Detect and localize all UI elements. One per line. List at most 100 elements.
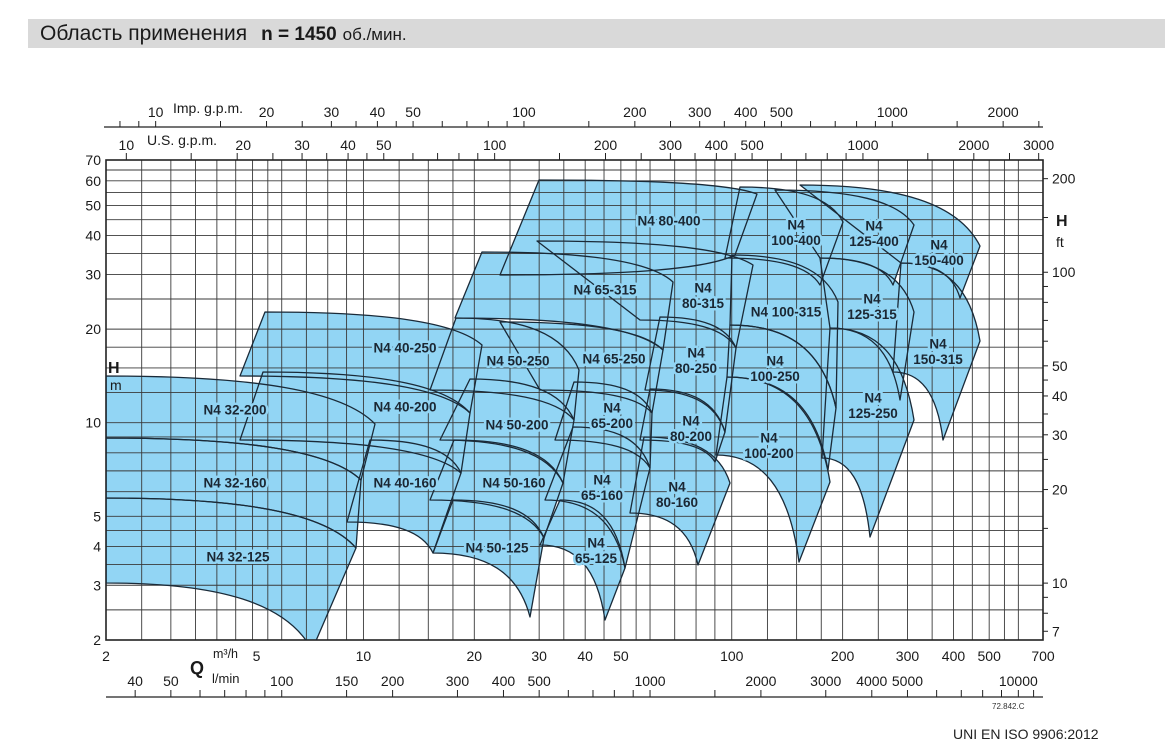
region-outline-n4-65-250	[499, 321, 664, 414]
region-label: N4 32-125	[206, 550, 270, 565]
region-label: N4 50-250	[486, 354, 549, 369]
standard-note: UNI EN ISO 9906:2012	[953, 726, 1099, 742]
y-tick-label: 10	[85, 415, 101, 431]
lmin-tick-label: 150	[335, 673, 359, 689]
region-label-line: N4	[929, 336, 947, 351]
region-label-line: 80-315	[682, 296, 725, 311]
x-tick-label: 10	[356, 648, 372, 664]
region-label-line: 150-400	[914, 253, 964, 268]
region-label-line: 80-250	[675, 361, 717, 376]
region-n4-65-160	[545, 427, 650, 568]
region-label-line: N4	[694, 280, 712, 295]
region-label-line: N4	[603, 400, 621, 415]
lmin-tick-label: 100	[270, 673, 294, 689]
us-gpm-tick-label: 400	[705, 137, 729, 153]
x-axis-symbol: Q	[190, 658, 204, 678]
region-label: N4 40-250	[373, 341, 436, 356]
imp-gpm-tick-label: 300	[688, 104, 712, 120]
region-label: N4 100-315	[751, 305, 822, 320]
x-axis-unit: m³/h	[213, 647, 238, 661]
region-label: N4 125-315	[847, 291, 897, 322]
region-label: N4 80-200	[670, 413, 712, 444]
region-label-line: 150-315	[913, 352, 963, 367]
x-tick-label: 200	[831, 648, 855, 664]
region-label: N4 65-200	[591, 400, 633, 431]
region-label-line: 125-315	[847, 307, 897, 322]
region-label-line: N4	[587, 535, 605, 550]
imp-gpm-tick-label: 20	[259, 104, 275, 120]
regions-outline-layer	[106, 179, 981, 640]
imp-gpm-tick-label: 100	[512, 104, 536, 120]
y-axis-ft-symbol: H	[1056, 213, 1068, 230]
us-gpm-tick-label: 3000	[1023, 137, 1054, 153]
region-label-line: 65-200	[591, 416, 633, 431]
region-label-line: N4	[865, 218, 883, 233]
region-label: N4 100-200	[744, 430, 794, 461]
x-tick-label: 30	[531, 648, 547, 664]
lmin-tick-label: 5000	[892, 673, 923, 689]
us-gpm-tick-label: 100	[483, 137, 507, 153]
region-label-line: N4	[593, 472, 611, 487]
region-n4-100-200	[716, 377, 830, 562]
x-tick-label: 300	[896, 648, 920, 664]
y-ft-tick-label: 100	[1052, 264, 1076, 280]
y-tick-label: 60	[85, 173, 101, 189]
us-gpm-tick-label: 40	[340, 137, 356, 153]
imp-gpm-tick-label: 10	[148, 104, 164, 120]
x-tick-label: 100	[720, 648, 744, 664]
y-ft-tick-label: 10	[1052, 575, 1068, 591]
y-ft-tick-label: 30	[1052, 427, 1068, 443]
page-title: Область применения n = 1450 об./мин.	[40, 22, 407, 46]
region-outline-n4-50-125	[432, 499, 545, 618]
lmin-tick-label: 1000	[634, 673, 665, 689]
x-tick-label: 500	[978, 648, 1002, 664]
y-ft-tick-label: 200	[1052, 171, 1076, 187]
region-label-line: N4	[668, 479, 686, 494]
y-ft-tick-label: 40	[1052, 388, 1068, 404]
x-tick-label: 5	[253, 648, 261, 664]
region-label: N4 32-160	[203, 476, 266, 491]
y-tick-label: 2	[93, 632, 101, 648]
lmin-tick-label: 4000	[856, 673, 887, 689]
region-n4-50-160	[430, 440, 563, 538]
region-label-line: 80-160	[656, 495, 698, 510]
region-n4-80-250	[645, 317, 736, 432]
y-tick-label: 50	[85, 197, 101, 213]
title-text: Область применения	[40, 22, 248, 45]
imp-gpm-tick-label: 50	[405, 104, 421, 120]
lmin-tick-label: 10000	[999, 673, 1038, 689]
region-label-line: 80-200	[670, 429, 712, 444]
imp-gpm-tick-label: 500	[770, 104, 794, 120]
y-ft-tick-label: 50	[1052, 358, 1068, 374]
lmin-tick-label: 400	[492, 673, 516, 689]
region-labels: N4 32-200 N4 32-160 N4 32-125 N4 40-250 N4 4…	[201, 211, 966, 568]
region-label-line: N4	[787, 217, 805, 232]
imp-gpm-tick-label: 200	[623, 104, 647, 120]
y-tick-label: 30	[85, 266, 101, 282]
imp-gpm-tick-label: 2000	[988, 104, 1019, 120]
y-ft-tick-label: 7	[1052, 623, 1060, 639]
region-label-line: 100-250	[750, 369, 800, 384]
region-label-line: 65-160	[581, 488, 623, 503]
region-label-line: N4	[766, 353, 784, 368]
region-label: N4 65-160	[581, 472, 623, 503]
y-tick-label: 4	[93, 538, 101, 554]
region-outline-n4-125-250	[821, 327, 915, 538]
x-tick-label: 400	[942, 648, 966, 664]
region-label: N4 80-400	[637, 214, 700, 229]
us-gpm-tick-label: 200	[594, 137, 618, 153]
region-label-line: N4	[864, 390, 882, 405]
y-axis-ft-unit: ft	[1056, 234, 1064, 250]
region-label-line: 100-200	[744, 446, 794, 461]
speed-value: n = 1450	[261, 24, 337, 45]
us-gpm-tick-label: 2000	[958, 137, 989, 153]
region-n4-32-160	[106, 438, 361, 548]
region-label: N4 50-160	[482, 476, 545, 491]
region-label: N4 125-400	[849, 218, 899, 249]
y-axis-symbol: H	[108, 360, 120, 377]
region-label: N4 150-400	[914, 237, 964, 268]
x-tick-label: 700	[1031, 648, 1055, 664]
drawing-code: 72.842.C	[992, 702, 1025, 711]
region-label-line: 125-250	[848, 406, 898, 421]
